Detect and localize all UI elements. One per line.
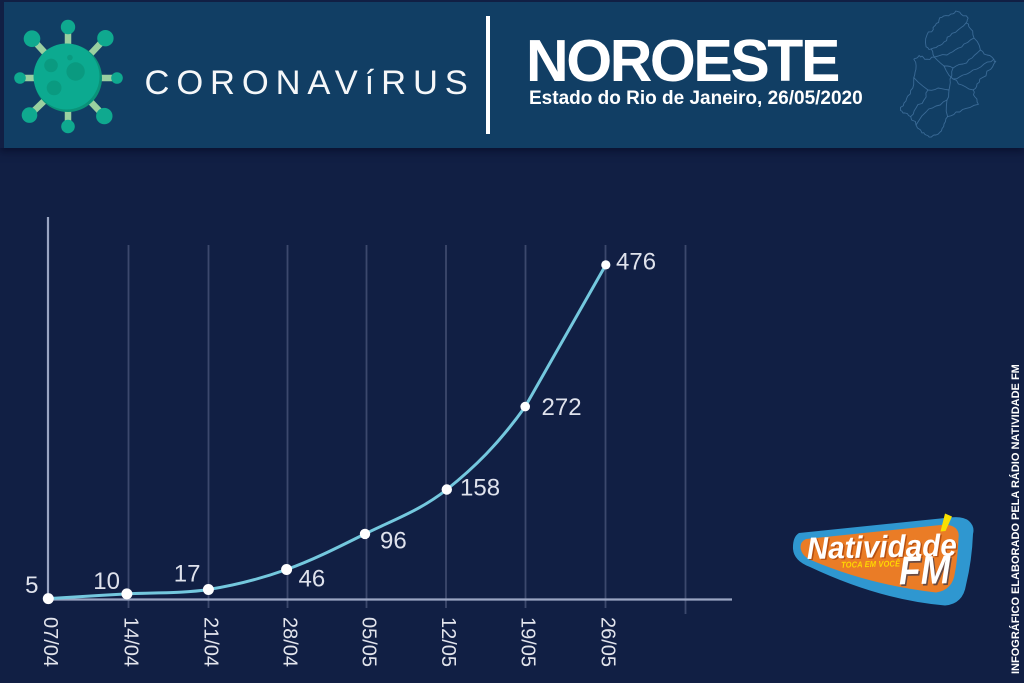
svg-text:26/05: 26/05 (597, 617, 619, 667)
svg-text:10: 10 (93, 568, 120, 595)
svg-text:272: 272 (542, 394, 582, 421)
svg-text:Natividade: Natividade (806, 528, 957, 566)
svg-text:19/05: 19/05 (517, 617, 539, 667)
svg-text:17: 17 (174, 561, 201, 588)
svg-text:5: 5 (25, 572, 38, 599)
svg-text:158: 158 (460, 475, 500, 502)
svg-text:INFOGRÁFICO ELABORADO PELA RÁD: INFOGRÁFICO ELABORADO PELA RÁDIO NATIVID… (1009, 364, 1022, 674)
svg-text:FM: FM (898, 548, 952, 593)
svg-text:46: 46 (299, 566, 326, 593)
svg-text:96: 96 (380, 528, 407, 555)
svg-text:07/04: 07/04 (39, 617, 61, 667)
svg-text:476: 476 (616, 249, 656, 276)
svg-text:05/05: 05/05 (358, 617, 380, 667)
svg-text:21/04: 21/04 (200, 617, 222, 667)
svg-text:28/04: 28/04 (279, 617, 301, 667)
svg-text:12/05: 12/05 (437, 617, 459, 667)
svg-text:14/04: 14/04 (120, 617, 142, 667)
svg-text:Natividade: Natividade (808, 529, 959, 567)
svg-text:TOCA EM VOCÊ: TOCA EM VOCÊ (841, 557, 900, 569)
svg-text:FM: FM (900, 550, 954, 595)
